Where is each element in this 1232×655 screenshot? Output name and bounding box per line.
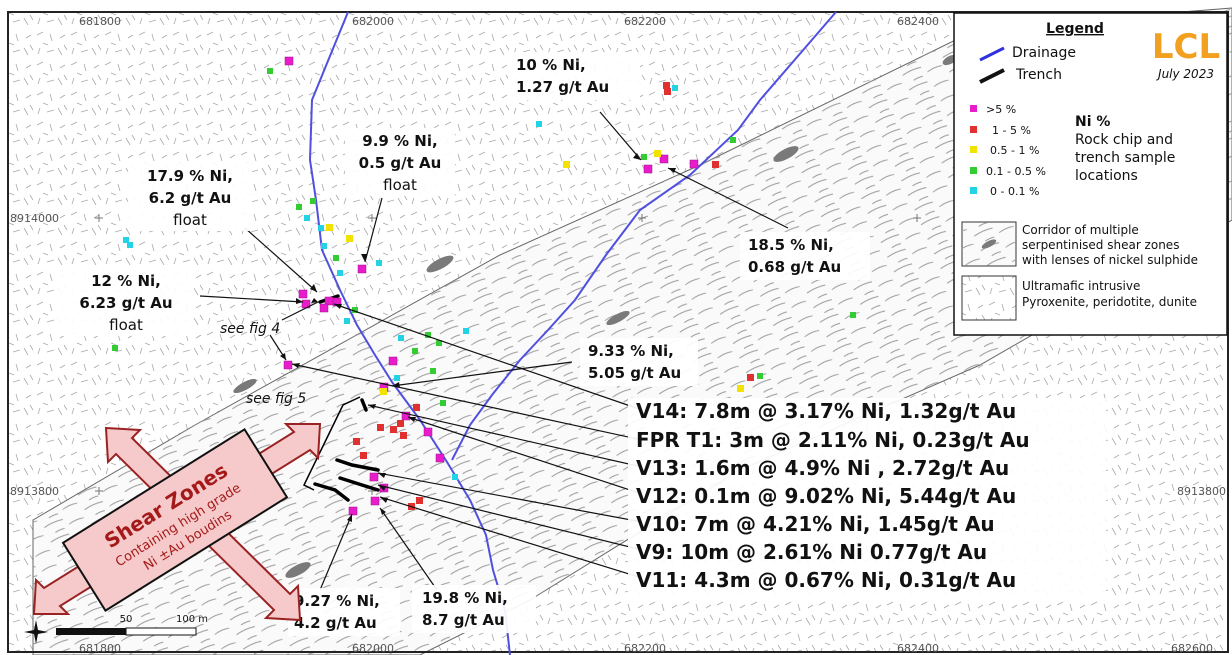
ultramafic-swatch <box>961 275 1017 321</box>
corridor-label-line: with lenses of nickel sulphide <box>1022 253 1198 267</box>
grid-label-top-1: 681800 <box>79 15 121 28</box>
callout-10ni: 10 % Ni, 1.27 g/t Au <box>516 56 609 96</box>
ni-desc-line: trench sample <box>1075 150 1175 166</box>
ni-title: Ni % <box>1075 114 1110 130</box>
grid-label-top-2: 682000 <box>352 15 394 28</box>
drainage-lines <box>308 11 837 655</box>
ni-class-label: >5 % <box>986 103 1016 116</box>
grid-label-right-1: 8913800 <box>1177 485 1226 498</box>
grid-label-bottom-3: 682200 <box>624 642 666 655</box>
ni-class-swatch <box>970 146 977 153</box>
callout-line: 6.2 g/t Au <box>149 189 232 207</box>
ni-class-label: 0 - 0.1 % <box>990 185 1039 198</box>
lcl-logo: LCL <box>1152 27 1220 67</box>
intercept-list: V14: 7.8m @ 3.17% Ni, 1.32g/t Au FPR T1:… <box>636 399 1030 592</box>
legend-trench: Trench <box>1015 67 1062 83</box>
legend-title: Legend <box>1046 21 1104 37</box>
see-fig-4-label: see fig 4 <box>220 321 280 337</box>
callout-line: float <box>109 316 143 334</box>
callout-line: 8.7 g/t Au <box>422 611 505 629</box>
callout-line: 6.23 g/t Au <box>79 294 172 312</box>
leader-arrowheads <box>280 153 676 522</box>
trenches <box>313 294 380 502</box>
shear-zones-graphic: Shear Zones Containing high grade Ni ±Au… <box>32 423 322 622</box>
ultramafic-label-line: Pyroxenite, peridotite, dunite <box>1022 295 1197 309</box>
grid-labels: 681800 682000 682200 682400 681800 68200… <box>10 15 1226 655</box>
scale-label-end: 100 m <box>176 614 208 625</box>
callout-12ni: 12 % Ni, 6.23 g/t Au float <box>79 272 172 334</box>
grid-label-top-3: 682200 <box>624 15 666 28</box>
ni-class-swatch <box>970 167 977 174</box>
ni-desc-line: Rock chip and <box>1075 132 1173 148</box>
intercept-v14: V14: 7.8m @ 3.17% Ni, 1.32g/t Au <box>636 399 1016 423</box>
callout-line: float <box>383 176 417 194</box>
legend-date: July 2023 <box>1156 67 1214 81</box>
grid-label-bottom-4: 682400 <box>897 642 939 655</box>
grid-label-bottom-5: 682600 <box>1171 642 1213 655</box>
callout-line: 9.27 % Ni, <box>294 592 380 610</box>
sulphide-lenses <box>233 54 958 578</box>
ni-class-swatch <box>970 105 977 112</box>
callout-line: 1.27 g/t Au <box>516 78 609 96</box>
intercept-v11: V11: 4.3m @ 0.67% Ni, 0.31g/t Au <box>636 568 1016 592</box>
corridor-label-line: serpentinised shear zones <box>1022 238 1179 252</box>
grid-label-bottom-1: 681800 <box>79 642 121 655</box>
ni-class-label: 1 - 5 % <box>992 124 1031 137</box>
callout-line: 4.2 g/t Au <box>294 614 377 632</box>
shear-corridor-fabric <box>33 8 1232 655</box>
ni-class-label: 0.1 - 0.5 % <box>986 165 1046 178</box>
callout-line: 10 % Ni, <box>516 56 586 74</box>
ni-class-swatches <box>970 105 977 194</box>
trench-swatch <box>979 68 1005 84</box>
corridor-label-line: Corridor of multiple <box>1022 223 1139 237</box>
leader-lines <box>199 111 789 591</box>
intercept-v9: V9: 10m @ 2.61% Ni 0.77g/t Au <box>636 540 987 564</box>
callout-line: 18.5 % Ni, <box>748 236 834 254</box>
grid-label-left-2: 8913800 <box>10 485 59 498</box>
ultramafic-label-line: Ultramafic intrusive <box>1022 279 1140 293</box>
north-arrow <box>24 620 48 644</box>
callout-line: 5.05 g/t Au <box>588 364 681 382</box>
drainage-swatch <box>979 46 1005 62</box>
scale-label-mid: 50 <box>120 614 133 625</box>
callout-line: 0.5 g/t Au <box>359 154 442 172</box>
callout-line: float <box>173 211 207 229</box>
callout-17-9ni: 17.9 % Ni, 6.2 g/t Au float <box>147 167 233 229</box>
map-frame <box>7 11 1229 653</box>
callout-line: 9.33 % Ni, <box>588 342 674 360</box>
ni-class-swatch <box>970 126 977 133</box>
grid-label-top-4: 682400 <box>897 15 939 28</box>
grid-label-bottom-2: 682000 <box>352 642 394 655</box>
see-fig-5-label: see fig 5 <box>246 391 306 407</box>
ni-class-label: 0.5 - 1 % <box>990 144 1039 157</box>
grid-label-left-1: 8914000 <box>10 212 59 225</box>
callout-line: 17.9 % Ni, <box>147 167 233 185</box>
intercept-v13: V13: 1.6m @ 4.9% Ni , 2.72g/t Au <box>636 456 1009 480</box>
callout-9-33ni: 9.33 % Ni, 5.05 g/t Au <box>588 342 681 382</box>
callout-line: 0.68 g/t Au <box>748 258 841 276</box>
intercept-fpr-t1: FPR T1: 3m @ 2.11% Ni, 0.23g/t Au <box>636 428 1030 452</box>
sample-points <box>112 56 856 516</box>
legend-drainage: Drainage <box>1012 45 1076 61</box>
callout-9-9ni: 9.9 % Ni, 0.5 g/t Au float <box>359 132 442 194</box>
trench-bracket <box>303 396 361 491</box>
callout-line: 9.9 % Ni, <box>362 132 437 150</box>
callout-line: 19.8 % Ni, <box>422 589 508 607</box>
scale-bar: 50 100 m <box>56 614 208 636</box>
ni-class-swatch <box>970 187 977 194</box>
callout-18-5ni: 18.5 % Ni, 0.68 g/t Au <box>748 236 841 276</box>
callout-19-8ni: 19.8 % Ni, 8.7 g/t Au <box>422 589 508 629</box>
ni-desc-line: locations <box>1075 168 1138 184</box>
callout-9-27ni: 9.27 % Ni, 4.2 g/t Au <box>294 592 380 632</box>
intercept-v12: V12: 0.1m @ 9.02% Ni, 5.44g/t Au <box>636 484 1016 508</box>
callout-line: 12 % Ni, <box>91 272 161 290</box>
intercept-v10: V10: 7m @ 4.21% Ni, 1.45g/t Au <box>636 512 995 536</box>
callout-backgrounds <box>58 52 1106 636</box>
legend: Legend LCL July 2023 Drainage Trench >5 … <box>953 12 1228 336</box>
